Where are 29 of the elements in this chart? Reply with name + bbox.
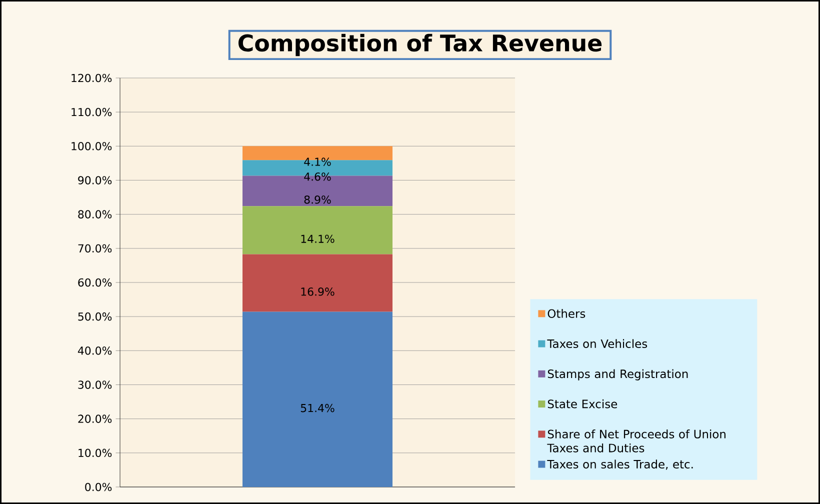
y-tick-label: 0.0%	[85, 482, 112, 492]
legend-label: Taxes on sales Trade, etc.	[547, 460, 693, 470]
data-label: 14.1%	[301, 234, 334, 243]
y-tick-label: 50.0%	[78, 312, 112, 321]
y-tick-label: 40.0%	[78, 346, 112, 355]
legend-label: Others	[548, 309, 586, 318]
legend-label: Taxes on Vehicles	[547, 339, 648, 348]
data-label: 4.6%	[304, 172, 331, 181]
data-label: 16.9%	[301, 288, 334, 296]
legend-label: Share of Net Proceeds of Union Taxes and Duties	[547, 430, 726, 452]
y-tick-label: 120.0%	[72, 74, 112, 82]
y-tick-label: 110.0%	[72, 108, 112, 116]
y-tick-label: 90.0%	[78, 176, 112, 184]
y-tick-label: 60.0%	[78, 278, 112, 287]
data-label: 4.1%	[304, 158, 331, 166]
chart-title: Composition of Tax Revenue	[238, 34, 602, 56]
legend-label: State Excise	[548, 399, 618, 408]
y-tick-label: 100.0%	[72, 142, 112, 150]
y-tick-label: 70.0%	[78, 244, 112, 253]
y-tick-label: 30.0%	[78, 380, 112, 389]
y-tick-label: 80.0%	[78, 210, 112, 218]
y-tick-label: 20.0%	[78, 414, 112, 423]
bar	[242, 206, 393, 254]
bar	[242, 254, 393, 312]
data-label: 51.4%	[300, 404, 334, 412]
y-tick-label: 10.0%	[78, 448, 112, 458]
data-label: 8.9%	[304, 195, 331, 204]
bar	[242, 312, 393, 487]
legend-label: Stamps and Registration	[548, 369, 688, 380]
